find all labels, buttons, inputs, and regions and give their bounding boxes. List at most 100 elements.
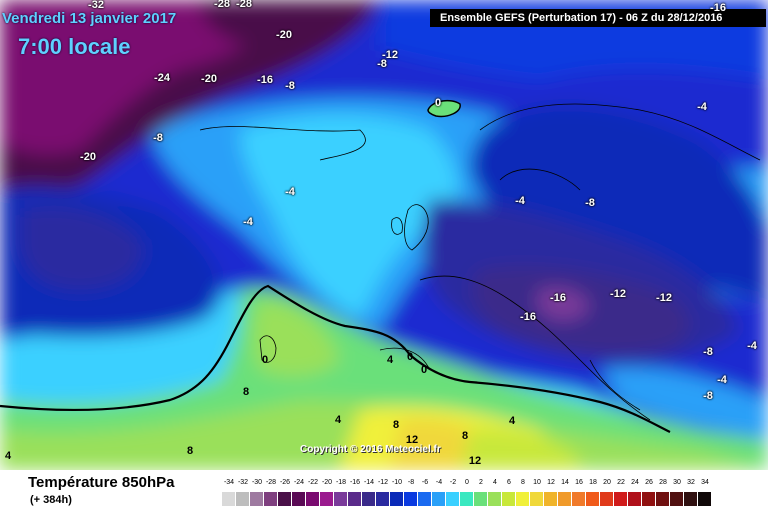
iceland-zero-contour	[427, 99, 461, 118]
legend-swatch	[306, 492, 320, 506]
legend-tick-label: -30	[251, 479, 263, 486]
legend-tick-label: 6	[507, 479, 511, 486]
legend-swatch	[348, 492, 362, 506]
legend-tick-label: 16	[575, 479, 583, 486]
isotherm-label: 8	[461, 430, 469, 442]
isotherm-label: 4	[386, 354, 394, 366]
legend-swatch	[222, 492, 236, 506]
isotherm-label: 12	[468, 455, 482, 467]
legend-swatch	[446, 492, 460, 506]
legend-tick-label: 24	[631, 479, 639, 486]
isotherm-label: -4	[515, 195, 525, 207]
legend-swatch	[250, 492, 264, 506]
legend-tick-label: 14	[561, 479, 569, 486]
isotherm-label: -20	[276, 29, 292, 41]
isotherm-label: -16	[520, 311, 536, 323]
forecast-date: Vendredi 13 janvier 2017	[2, 10, 177, 27]
isotherm-label: 8	[186, 445, 194, 457]
legend-tick-label: -20	[321, 479, 333, 486]
copyright-text: Copyright © 2016 Meteociel.fr	[300, 444, 441, 455]
legend-tick-label: -6	[421, 479, 429, 486]
legend-swatch	[362, 492, 376, 506]
isotherm-label: -4	[285, 186, 295, 198]
legend-tick-label: 2	[479, 479, 483, 486]
legend-swatch	[628, 492, 642, 506]
isotherm-label: -32	[88, 0, 104, 11]
legend-swatch	[544, 492, 558, 506]
legend-swatch	[670, 492, 684, 506]
coastlines	[199, 103, 761, 421]
legend-swatch	[334, 492, 348, 506]
isotherm-label: -24	[154, 72, 170, 84]
legend-tick-label: -28	[265, 479, 277, 486]
legend-swatch	[586, 492, 600, 506]
legend-tick-label: 30	[673, 479, 681, 486]
legend-swatch	[684, 492, 698, 506]
isotherm-label: -8	[585, 197, 595, 209]
isotherm-label: -16	[710, 2, 726, 14]
legend-swatch	[530, 492, 544, 506]
forecast-hour: (+ 384h)	[30, 494, 72, 506]
isotherm-label: 4	[4, 450, 12, 462]
legend-bar: Température 850hPa (+ 384h) -34 -32 -30 -28…	[0, 470, 768, 512]
legend-swatch	[516, 492, 530, 506]
legend-swatch	[236, 492, 250, 506]
legend-tick-label: 0	[465, 479, 469, 486]
isotherm-label: -8	[703, 390, 713, 402]
isotherm-label: -4	[747, 340, 757, 352]
legend-tick-label: -16	[349, 479, 361, 486]
legend-swatch	[698, 492, 712, 506]
legend-tick-label: -32	[237, 479, 249, 486]
isotherm-label: -8	[285, 80, 295, 92]
legend-tick-label: -8	[407, 479, 415, 486]
legend-tick-label: 18	[589, 479, 597, 486]
isotherm-label: -8	[377, 58, 387, 70]
legend-swatch	[264, 492, 278, 506]
isotherm-label: 4	[508, 415, 516, 427]
isotherm-label: -4	[697, 101, 707, 113]
legend-swatch	[572, 492, 586, 506]
legend-swatch	[656, 492, 670, 506]
legend-swatch	[642, 492, 656, 506]
isotherm-label: -12	[610, 288, 626, 300]
legend-swatch	[376, 492, 390, 506]
forecast-time: 7:00 locale	[18, 34, 131, 59]
legend-swatch	[474, 492, 488, 506]
legend-tick-label: 20	[603, 479, 611, 486]
legend-swatch	[558, 492, 572, 506]
isotherm-label: -8	[153, 132, 163, 144]
legend-swatch	[418, 492, 432, 506]
legend-swatch	[390, 492, 404, 506]
isotherm-label: 0	[420, 364, 428, 376]
legend-tick-label: 28	[659, 479, 667, 486]
legend-tick-label: 10	[533, 479, 541, 486]
zero-isotherm	[0, 284, 671, 433]
legend-swatch	[320, 492, 334, 506]
legend-tick-label: -18	[335, 479, 347, 486]
legend-tick-label: 32	[687, 479, 695, 486]
legend-swatch	[488, 492, 502, 506]
isotherm-label: -8	[703, 346, 713, 358]
temperature-field	[0, 0, 768, 470]
legend-swatch	[614, 492, 628, 506]
isotherm-label: -20	[201, 73, 217, 85]
isotherm-label: -20	[80, 151, 96, 163]
isotherm-label: 12	[405, 434, 419, 446]
temperature-map	[0, 0, 768, 470]
legend-tick-label: -2	[449, 479, 457, 486]
legend-tick-label: -22	[307, 479, 319, 486]
legend-swatch	[278, 492, 292, 506]
isotherm-label: 8	[242, 386, 250, 398]
isotherm-label: -12	[656, 292, 672, 304]
legend-tick-label: -14	[363, 479, 375, 486]
isotherm-label: 8	[392, 419, 400, 431]
isotherm-label: 0	[261, 354, 269, 366]
legend-swatch	[460, 492, 474, 506]
isotherm-label: 4	[334, 414, 342, 426]
isotherm-label: -12	[382, 49, 398, 61]
legend-tick-label: 12	[547, 479, 555, 486]
legend-tick-label: -12	[377, 479, 389, 486]
legend-swatch	[292, 492, 306, 506]
legend-swatch	[404, 492, 418, 506]
